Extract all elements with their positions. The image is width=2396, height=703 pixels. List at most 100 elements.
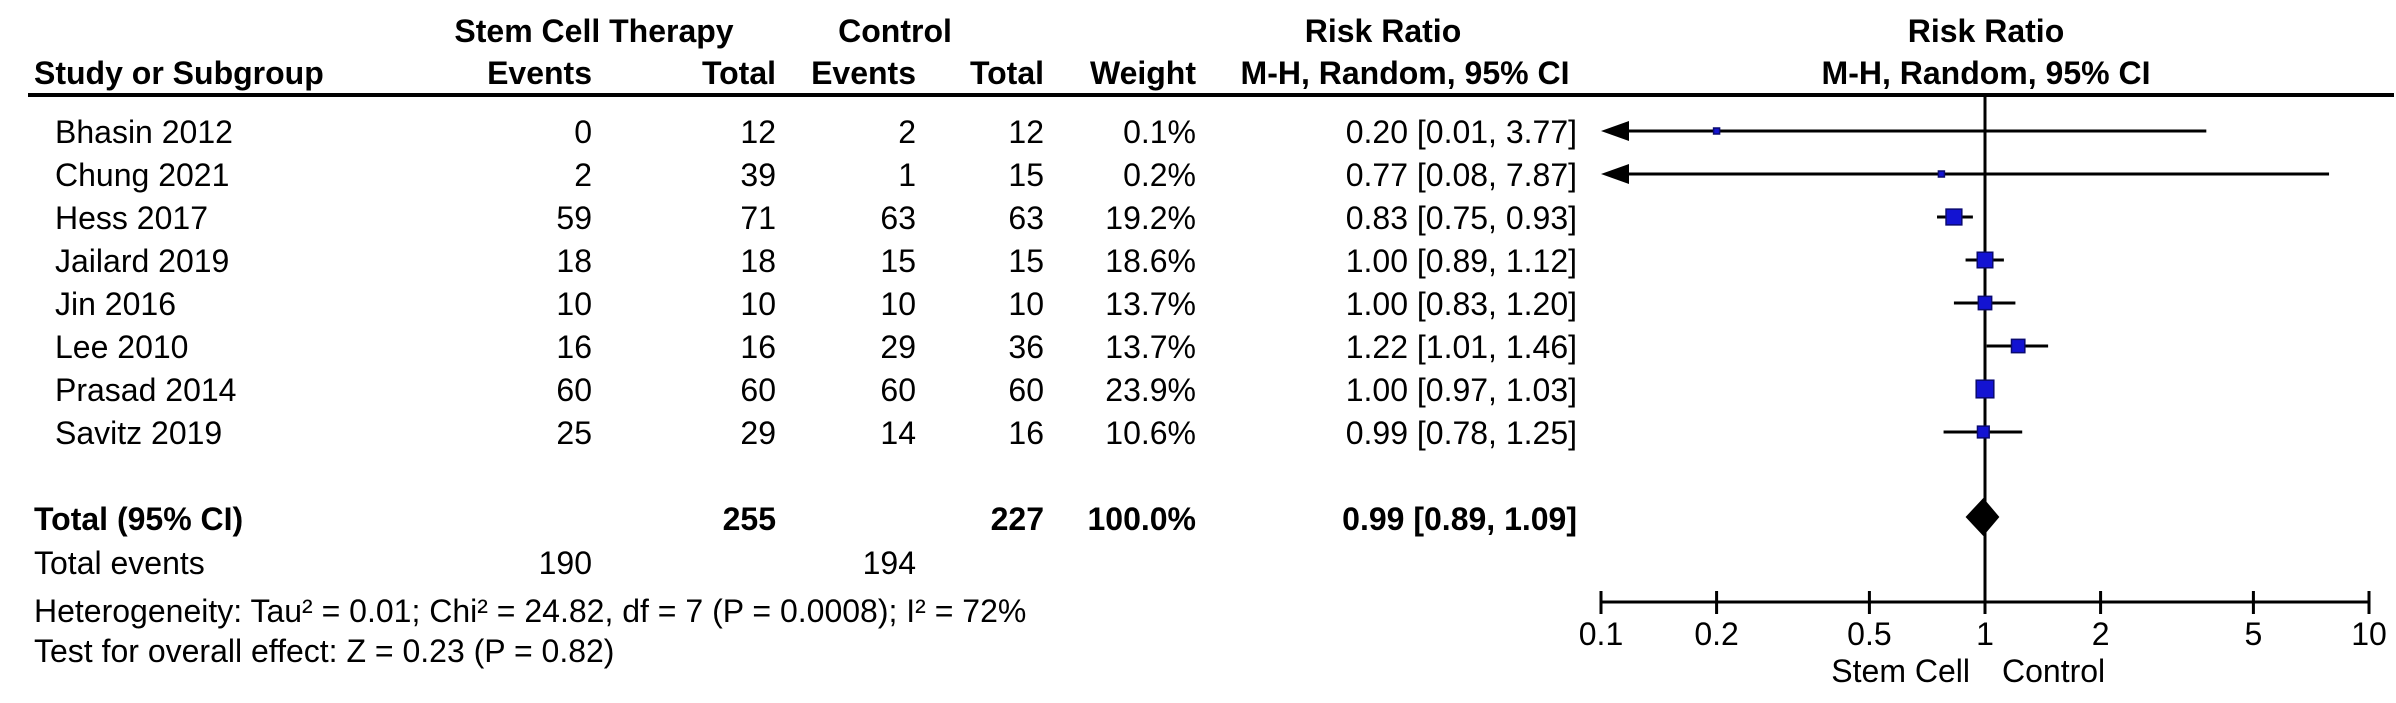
- column-header-ctrl-events: Events: [811, 55, 916, 91]
- total-events-ctrl: 194: [862, 545, 916, 581]
- ci-label-cell: 0.99 [0.78, 1.25]: [1345, 415, 1577, 451]
- exp-total-cell: 29: [740, 415, 776, 451]
- ctrl-total-cell: 15: [1008, 243, 1044, 279]
- ctrl-total-cell: 10: [1008, 286, 1044, 322]
- exp-events-cell: 16: [556, 329, 592, 365]
- total-label: Total (95% CI): [34, 501, 244, 537]
- axis-right-label: Control: [2002, 653, 2105, 689]
- study-cell: Bhasin 2012: [55, 114, 233, 150]
- plot-header-subtitle: M-H, Random, 95% CI: [1821, 55, 2151, 91]
- exp-events-cell: 0: [574, 114, 592, 150]
- exp-events-cell: 60: [556, 372, 592, 408]
- ctrl-events-cell: 14: [880, 415, 916, 451]
- exp-total-cell: 10: [740, 286, 776, 322]
- study-cell: Jin 2016: [55, 286, 176, 322]
- effect-square: [1975, 379, 1995, 399]
- total-exp-total: 255: [722, 501, 776, 537]
- exp-events-cell: 2: [574, 157, 592, 193]
- ctrl-events-cell: 63: [880, 200, 916, 236]
- effect-square: [1976, 251, 1994, 269]
- effect-square: [1937, 170, 1946, 178]
- column-header-exp-events: Events: [487, 55, 592, 91]
- table-row: Hess 2017 59 71 63 63 19.2% 0.83 [0.75, 0.93]: [0, 199, 1600, 237]
- left-arrow-icon: [1601, 121, 1629, 141]
- exp-total-cell: 71: [740, 200, 776, 236]
- axis-left-label: Stem Cell: [1831, 653, 1970, 689]
- table-row: Chung 2021 2 39 1 15 0.2% 0.77 [0.08, 7.87]: [0, 156, 1600, 194]
- ctrl-total-cell: 15: [1008, 157, 1044, 193]
- header-divider: [28, 93, 2394, 97]
- axis-tick-label: 0.1: [1579, 616, 1623, 652]
- study-cell: Lee 2010: [55, 329, 189, 365]
- total-ctrl-total: 227: [990, 501, 1044, 537]
- exp-total-cell: 18: [740, 243, 776, 279]
- left-arrow-icon: [1601, 164, 1629, 184]
- summary-diamond: [1965, 498, 2000, 536]
- column-header-mh-ci: M-H, Random, 95% CI: [1240, 55, 1570, 91]
- effect-square: [1976, 425, 1990, 439]
- table-row: Prasad 2014 60 60 60 60 23.9% 1.00 [0.97, 1.03…: [0, 371, 1600, 409]
- weight-label-cell: 10.6%: [1105, 415, 1196, 451]
- exp-events-cell: 10: [556, 286, 592, 322]
- weight-label-cell: 19.2%: [1105, 200, 1196, 236]
- study-cell: Chung 2021: [55, 157, 230, 193]
- table-row: Bhasin 2012 0 12 2 12 0.1% 0.20 [0.01, 3.77]: [0, 113, 1600, 151]
- group-header-control: Control: [838, 13, 952, 49]
- exp-total-cell: 12: [740, 114, 776, 150]
- axis-tick-label: 1: [1976, 616, 1994, 652]
- column-header-exp-total: Total: [701, 55, 776, 91]
- ci-label-cell: 0.77 [0.08, 7.87]: [1345, 157, 1577, 193]
- effect-square: [1945, 208, 1963, 226]
- table-row: Lee 2010 16 16 29 36 13.7% 1.22 [1.01, 1.46]: [0, 328, 1600, 366]
- ctrl-events-cell: 10: [880, 286, 916, 322]
- study-cell: Hess 2017: [55, 200, 208, 236]
- exp-total-cell: 16: [740, 329, 776, 365]
- ctrl-events-cell: 1: [898, 157, 916, 193]
- effect-square: [1712, 127, 1721, 135]
- column-header-weight: Weight: [1089, 55, 1196, 91]
- weight-label-cell: 13.7%: [1105, 329, 1196, 365]
- weight-label-cell: 0.2%: [1123, 157, 1196, 193]
- exp-events-cell: 18: [556, 243, 592, 279]
- column-header-ctrl-total: Total: [969, 55, 1044, 91]
- axis-tick-label: 5: [2245, 616, 2263, 652]
- exp-total-cell: 60: [740, 372, 776, 408]
- weight-label-cell: 18.6%: [1105, 243, 1196, 279]
- total-events-exp: 190: [538, 545, 592, 581]
- table-row: Jin 2016 10 10 10 10 13.7% 1.00 [0.83, 1.20]: [0, 285, 1600, 323]
- ci-label-cell: 0.83 [0.75, 0.93]: [1345, 200, 1577, 236]
- effect-square: [1977, 295, 1993, 311]
- ci-label-cell: 1.00 [0.83, 1.20]: [1345, 286, 1577, 322]
- ctrl-events-cell: 2: [898, 114, 916, 150]
- weight-label-cell: 23.9%: [1105, 372, 1196, 408]
- ctrl-events-cell: 29: [880, 329, 916, 365]
- ci-label-cell: 1.00 [0.97, 1.03]: [1345, 372, 1577, 408]
- ctrl-total-cell: 60: [1008, 372, 1044, 408]
- column-header-study: Study or Subgroup: [34, 55, 324, 91]
- axis-tick-label: 0.5: [1847, 616, 1891, 652]
- total-weight: 100.0%: [1087, 501, 1196, 537]
- exp-events-cell: 25: [556, 415, 592, 451]
- axis-tick-label: 0.2: [1694, 616, 1738, 652]
- study-cell: Jailard 2019: [55, 243, 230, 279]
- ci-label-cell: 1.00 [0.89, 1.12]: [1345, 243, 1577, 279]
- ctrl-total-cell: 36: [1008, 329, 1044, 365]
- total-ci: 0.99 [0.89, 1.09]: [1342, 501, 1577, 537]
- heterogeneity-text: Heterogeneity: Tau² = 0.01; Chi² = 24.82…: [34, 593, 1027, 629]
- table-row: Savitz 2019 25 29 14 16 10.6% 0.99 [0.78, 1.25…: [0, 414, 1600, 452]
- overall-effect-text: Test for overall effect: Z = 0.23 (P = 0…: [34, 633, 615, 669]
- exp-events-cell: 59: [556, 200, 592, 236]
- ctrl-total-cell: 12: [1008, 114, 1044, 150]
- ctrl-events-cell: 60: [880, 372, 916, 408]
- study-cell: Prasad 2014: [55, 372, 237, 408]
- table-row: Jailard 2019 18 18 15 15 18.6% 1.00 [0.89, 1.1…: [0, 242, 1600, 280]
- axis-tick-label: 2: [2092, 616, 2110, 652]
- exp-total-cell: 39: [740, 157, 776, 193]
- effect-square: [2010, 338, 2026, 354]
- ctrl-total-cell: 63: [1008, 200, 1044, 236]
- weight-label-cell: 13.7%: [1105, 286, 1196, 322]
- ctrl-total-cell: 16: [1008, 415, 1044, 451]
- group-header-experimental: Stem Cell Therapy: [454, 13, 734, 49]
